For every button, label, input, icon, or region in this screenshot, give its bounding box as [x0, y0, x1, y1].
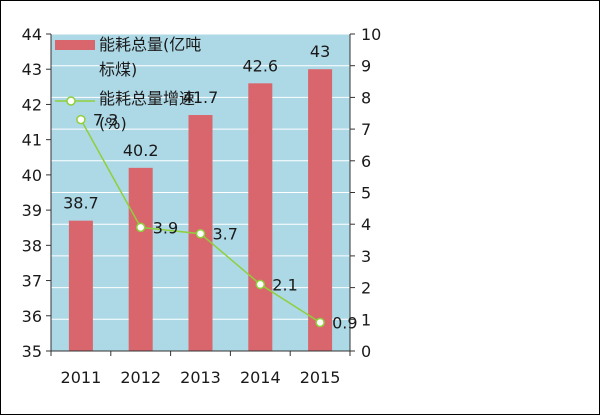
bar-2015 — [308, 69, 333, 351]
y-right-tick-label: 5 — [361, 184, 371, 203]
y-right-tick-label: 9 — [361, 57, 371, 76]
line-data-label: 7.3 — [93, 111, 118, 130]
y-right-tick-label: 0 — [361, 342, 371, 361]
growth-point-2013 — [195, 228, 206, 239]
x-tick-label: 2015 — [300, 368, 341, 387]
x-tick-label: 2012 — [120, 368, 161, 387]
y-left-tick-label: 36 — [22, 307, 42, 326]
x-tick-label: 2014 — [240, 368, 281, 387]
bar-2011 — [68, 220, 93, 351]
legend-line-label: 能耗总量增速 — [99, 89, 195, 108]
y-right-tick-label: 10 — [361, 25, 381, 44]
y-left-tick-label: 39 — [22, 201, 42, 220]
y-right-tick-label: 4 — [361, 215, 371, 234]
y-left-tick-label: 43 — [22, 60, 42, 79]
legend-bar-label: 能耗总量(亿吨 — [99, 35, 201, 54]
y-left-tick-label: 35 — [22, 342, 42, 361]
growth-point-2015 — [315, 317, 325, 328]
bar-data-label: 43 — [310, 42, 330, 61]
bar-2014 — [248, 83, 273, 352]
line-data-label: 3.9 — [153, 218, 178, 237]
x-tick-label: 2013 — [180, 368, 221, 387]
growth-point-2011 — [76, 114, 86, 125]
line-data-label: 0.9 — [332, 313, 357, 332]
y-right-tick-label: 8 — [361, 88, 371, 107]
legend-line-marker — [66, 96, 76, 106]
bar-data-label: 38.7 — [63, 194, 99, 213]
bar-data-label: 40.2 — [123, 141, 159, 160]
legend-bar-label: 标煤) — [99, 60, 137, 79]
y-right-tick-label: 3 — [361, 247, 371, 266]
y-right-tick-label: 6 — [361, 152, 371, 171]
y-right-tick-label: 2 — [361, 279, 371, 298]
y-right-tick-label: 7 — [361, 120, 371, 139]
y-left-tick-label: 38 — [22, 236, 42, 255]
bar-data-label: 42.6 — [242, 56, 278, 75]
y-left-tick-label: 41 — [22, 131, 42, 150]
bar-2012 — [128, 167, 153, 351]
x-tick-label: 2011 — [61, 368, 102, 387]
y-left-tick-label: 42 — [22, 95, 42, 114]
bar-data-label: 41.7 — [183, 88, 219, 107]
y-left-tick-label: 40 — [22, 166, 42, 185]
growth-point-2012 — [135, 222, 146, 233]
legend-bar-swatch — [55, 40, 95, 50]
line-data-label: 3.7 — [213, 225, 238, 244]
y-left-tick-label: 37 — [22, 272, 42, 291]
y-left-tick-label: 44 — [22, 25, 42, 44]
y-right-tick-label: 1 — [361, 310, 371, 329]
line-data-label: 2.1 — [272, 275, 297, 294]
legend-line-label: (%) — [99, 114, 127, 133]
growth-point-2014 — [255, 279, 266, 290]
